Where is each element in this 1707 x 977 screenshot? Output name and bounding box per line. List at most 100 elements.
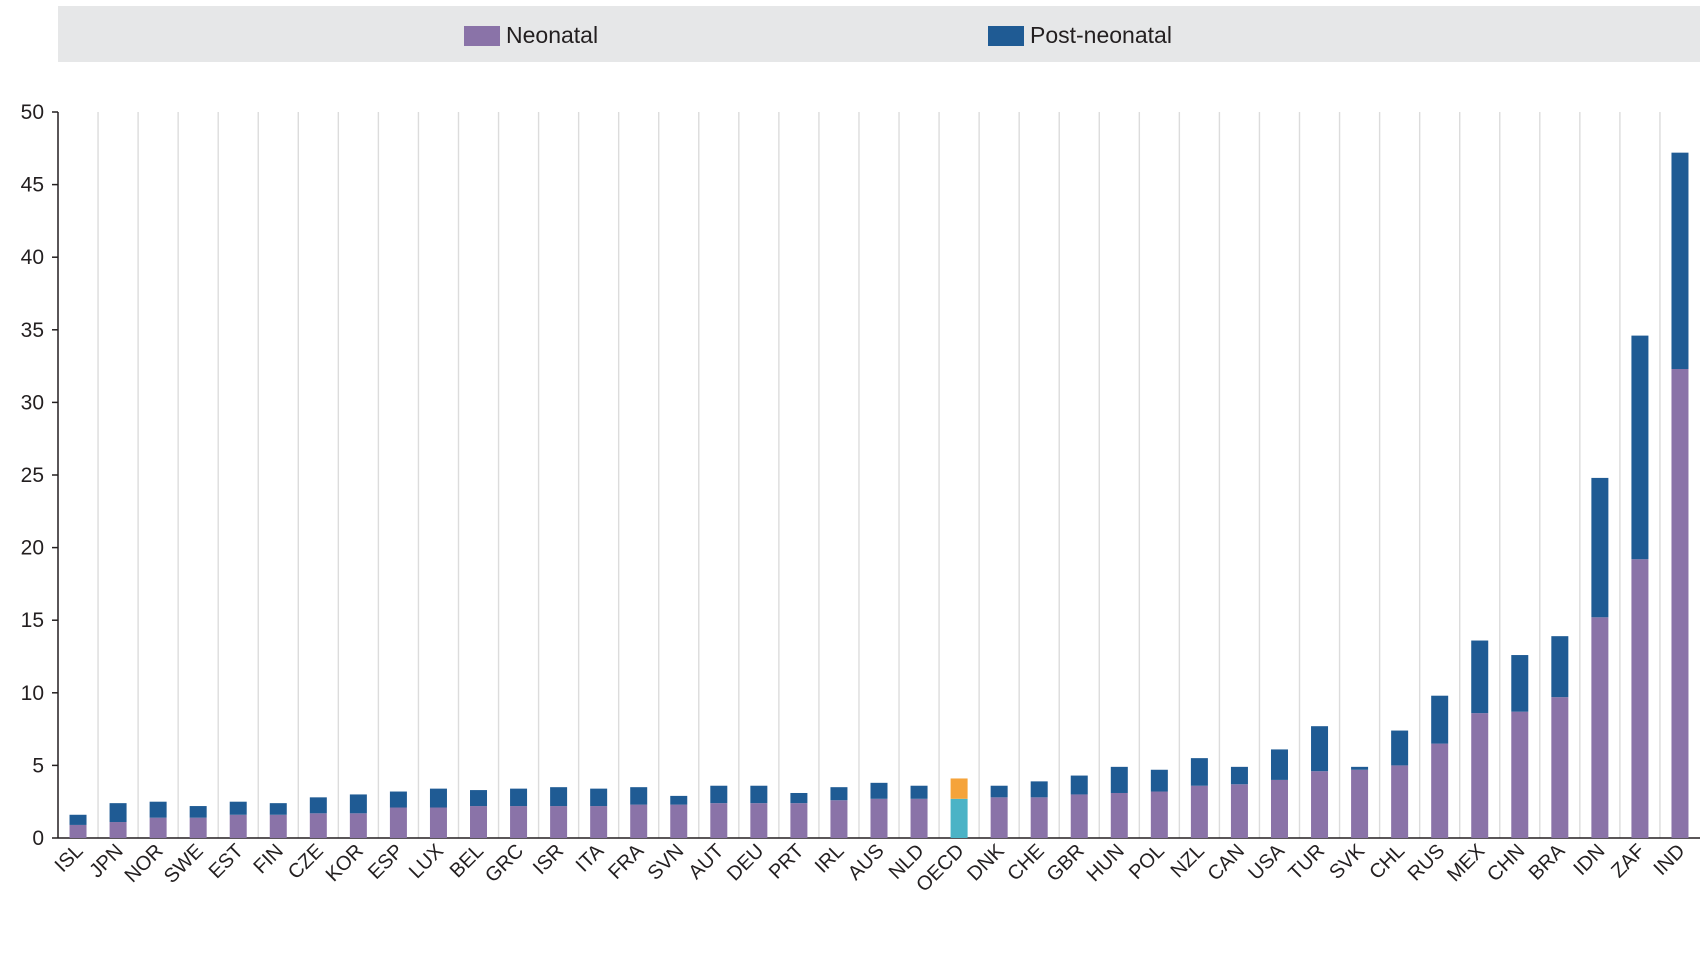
x-tick-label-can: CAN [1204,840,1249,885]
x-tick-label-pol: POL [1125,840,1169,884]
bar-post-neonatal-fin [269,803,287,815]
bar-post-neonatal-isl [69,814,87,825]
x-tick-label-bel: BEL [446,840,488,882]
bar-post-neonatal-lux [429,788,447,808]
bar-neonatal-svn [670,804,688,838]
bar-post-neonatal-zaf [1631,335,1649,560]
bar-neonatal-jpn [109,822,127,838]
bar-post-neonatal-chl [1391,730,1409,766]
bar-post-neonatal-deu [750,785,768,804]
x-tick-label-cze: CZE [284,840,328,884]
x-tick-label-tur: TUR [1284,840,1329,885]
bar-neonatal-nor [149,817,167,838]
legend-swatch-post-neonatal [988,25,1024,46]
x-tick-label-usa: USA [1244,840,1289,885]
bar-neonatal-prt [790,803,808,838]
bar-neonatal-ind [1671,369,1689,838]
x-tick-label-swe: SWE [160,840,208,888]
x-tick-label-prt: PRT [765,840,809,884]
bar-neonatal-dnk [990,797,1008,838]
bar-post-neonatal-gbr [1070,775,1088,795]
bar-post-neonatal-hun [1110,766,1128,793]
bar-neonatal-kor [349,813,367,838]
bar-post-neonatal-bel [470,790,488,807]
bar-neonatal-deu [750,803,768,838]
bar-neonatal-svk [1351,769,1369,838]
y-tick-label: 10 [21,682,44,705]
bar-post-neonatal-est [229,801,247,815]
x-tick-label-nzl: NZL [1167,840,1209,882]
bar-post-neonatal-aut [710,785,728,804]
bar-neonatal-bel [470,806,488,838]
bar-neonatal-pol [1150,791,1168,838]
bar-post-neonatal-fra [630,787,648,805]
bar-post-neonatal-dnk [990,785,1008,798]
bar-post-neonatal-jpn [109,803,127,823]
bar-post-neonatal-cze [309,797,327,814]
bar-neonatal-isr [550,806,568,838]
x-tick-label-isr: ISR [529,840,568,879]
bar-neonatal-grc [510,806,528,838]
bar-neonatal-swe [189,817,207,838]
bar-neonatal-oecd [950,798,968,838]
bar-neonatal-nzl [1190,785,1208,838]
bar-post-neonatal-grc [510,788,528,807]
x-tick-label-svk: SVK [1325,840,1369,884]
bar-post-neonatal-svk [1351,766,1369,770]
x-tick-label-ind: IND [1650,840,1690,880]
x-tick-label-idn: IDN [1569,840,1609,880]
bar-neonatal-isl [69,824,87,838]
bar-post-neonatal-pol [1150,769,1168,792]
x-tick-label-deu: DEU [723,840,768,885]
x-tick-label-aut: AUT [684,840,728,884]
bar-post-neonatal-nld [910,785,928,799]
bar-neonatal-fin [269,814,287,838]
bar-post-neonatal-bra [1551,636,1569,698]
x-tick-label-rus: RUS [1404,840,1449,885]
bar-neonatal-cze [309,813,327,838]
x-tick-label-che: CHE [1003,840,1048,885]
bar-neonatal-idn [1591,617,1609,838]
bar-post-neonatal-isr [550,787,568,807]
bar-post-neonatal-can [1230,766,1248,785]
y-tick-label: 40 [21,246,44,269]
bar-neonatal-esp [389,807,407,838]
bar-post-neonatal-nzl [1190,758,1208,786]
legend-swatch-neonatal [464,25,500,46]
bar-post-neonatal-svn [670,795,688,805]
x-tick-label-fra: FRA [604,840,648,884]
bar-neonatal-chn [1511,711,1529,838]
x-tick-label-ita: ITA [572,840,609,877]
x-tick-label-grc: GRC [481,840,528,887]
bar-neonatal-irl [830,800,848,838]
bar-neonatal-gbr [1070,794,1088,838]
x-tick-label-irl: IRL [811,840,849,878]
x-tick-label-lux: LUX [405,840,448,883]
legend-item-neonatal: Neonatal [464,22,598,49]
bar-post-neonatal-prt [790,792,808,804]
bar-post-neonatal-nor [149,801,167,818]
x-tick-label-dnk: DNK [963,840,1009,886]
bar-neonatal-ita [590,806,608,838]
bar-neonatal-usa [1270,779,1288,838]
bar-neonatal-bra [1551,697,1569,838]
bar-post-neonatal-usa [1270,749,1288,780]
bar-neonatal-can [1230,784,1248,838]
bar-post-neonatal-swe [189,806,207,818]
x-tick-label-zaf: ZAF [1607,840,1649,882]
bar-neonatal-nld [910,798,928,838]
bar-neonatal-hun [1110,792,1128,838]
x-tick-label-nor: NOR [121,840,168,887]
x-tick-label-est: EST [205,840,248,883]
y-tick-label: 45 [21,174,44,197]
bar-post-neonatal-oecd [950,778,968,799]
bar-neonatal-tur [1311,771,1329,838]
y-tick-label: 25 [21,464,44,487]
bar-post-neonatal-irl [830,787,848,801]
bar-neonatal-est [229,814,247,838]
bar-post-neonatal-ita [590,788,608,807]
bar-post-neonatal-esp [389,791,407,808]
bar-neonatal-fra [630,804,648,838]
bar-neonatal-chl [1391,765,1409,838]
legend-label-neonatal: Neonatal [506,22,599,48]
